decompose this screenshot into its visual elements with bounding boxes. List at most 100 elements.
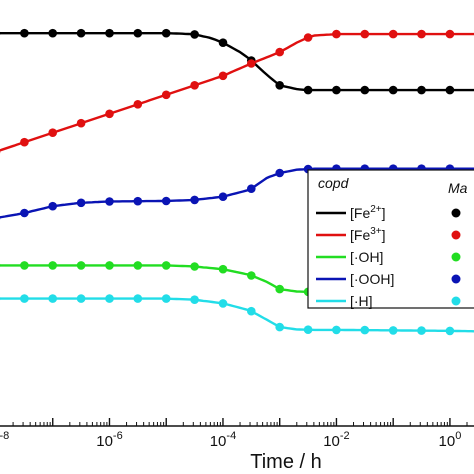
data-point [332,29,341,39]
data-point [48,261,57,270]
data-point [20,261,29,270]
x-tick-label: 10-8 [0,430,9,450]
legend-label: [·OOH] [350,271,394,287]
data-point [445,326,455,336]
series-3 [0,164,474,220]
data-point [105,294,114,303]
data-point [105,197,114,206]
data-point [76,261,86,270]
data-point [190,262,199,271]
legend-marker-swatch [451,252,461,262]
legend-line-header: copd [318,175,350,191]
data-point [417,85,426,95]
data-point [20,137,29,147]
data-point [133,261,143,270]
data-point [360,29,370,39]
legend-label: [·H] [350,293,373,309]
data-point [133,100,143,109]
data-point [105,261,114,270]
data-point [445,85,455,95]
data-point [218,71,228,81]
x-axis: 10-8 10-6 10-4 10-2 100 [0,418,474,450]
data-point [360,325,370,335]
data-point [48,28,57,38]
data-point [161,294,171,303]
series-4 [0,294,474,336]
data-point [303,325,313,335]
legend-box [307,169,474,309]
data-point [247,306,256,316]
series-line [0,32,474,92]
data-point [76,118,86,128]
legend: copd Ma [Fe2+] [Fe3+] [·OH] [·OOH] [·H] [307,169,474,309]
legend-label: [Fe3+] [350,226,386,243]
data-point [275,284,285,294]
legend-marker-swatch [451,208,461,218]
data-point [133,28,143,38]
legend-marker-swatch [451,230,461,240]
data-point [417,29,426,39]
data-point [161,196,171,206]
legend-entry: [·OOH] [316,271,461,287]
legend-marker-swatch [451,296,461,306]
data-point [190,195,199,205]
data-point [332,325,341,335]
data-point [303,33,313,42]
data-point [218,264,228,274]
data-point [247,184,256,193]
data-point [417,326,426,335]
data-point [190,295,199,305]
legend-entry: [·H] [316,293,461,309]
legend-label: [Fe2+] [350,204,386,221]
x-axis-label: Time / h [250,451,322,473]
x-tick-label: 10-4 [210,430,236,450]
data-point [48,201,57,211]
data-point [247,59,256,68]
data-point [105,28,114,38]
data-point [161,90,171,100]
series-layer [0,28,474,336]
data-point [247,271,256,280]
data-point [332,85,341,95]
data-point [133,294,143,303]
data-point [190,81,199,90]
data-point [303,85,313,95]
data-point [275,47,285,57]
data-point [76,28,86,38]
data-point [275,81,285,90]
data-point [48,294,57,303]
x-tick-label: 10-2 [323,430,349,450]
data-point [275,168,285,178]
data-point [388,326,398,335]
series-0 [0,28,474,95]
x-tick-label: 10-6 [96,430,122,450]
data-point [190,30,199,39]
data-point [20,294,29,303]
legend-entry: [·OH] [316,249,461,265]
series-1 [0,29,474,154]
data-point [360,85,370,95]
legend-entry: [Fe2+] [316,204,461,221]
data-point [20,28,29,38]
legend-entry: [Fe3+] [316,226,461,243]
data-point [218,299,228,308]
legend-marker-header: Ma [448,180,468,196]
data-point [218,192,228,201]
data-point [218,38,228,47]
data-point [161,261,171,270]
legend-marker-swatch [451,274,461,284]
x-tick-label: 100 [439,430,462,450]
data-point [76,294,86,303]
data-point [388,85,398,95]
data-point [388,29,398,39]
data-point [133,196,143,206]
data-point [76,198,86,208]
legend-label: [·OH] [350,249,383,265]
data-point [48,128,57,137]
data-point [161,28,171,38]
data-point [445,29,455,39]
data-point [20,208,29,218]
data-point [105,109,114,119]
data-point [275,322,285,332]
